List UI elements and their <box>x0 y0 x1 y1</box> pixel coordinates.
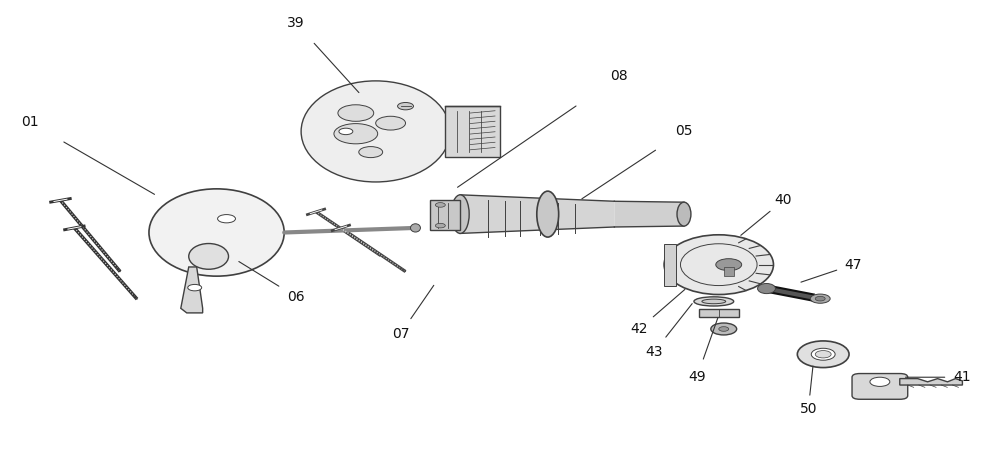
Ellipse shape <box>451 195 469 233</box>
Polygon shape <box>614 201 684 227</box>
Circle shape <box>376 116 406 130</box>
Circle shape <box>810 294 830 303</box>
Polygon shape <box>181 267 203 313</box>
Circle shape <box>719 327 729 331</box>
Circle shape <box>716 259 742 271</box>
Ellipse shape <box>797 341 849 367</box>
Circle shape <box>359 146 383 158</box>
Circle shape <box>435 223 445 228</box>
FancyBboxPatch shape <box>852 373 908 399</box>
Text: 06: 06 <box>287 290 305 304</box>
Ellipse shape <box>537 191 559 237</box>
Text: 49: 49 <box>688 370 706 384</box>
Text: 50: 50 <box>800 402 817 416</box>
Circle shape <box>435 203 445 207</box>
Circle shape <box>218 214 235 223</box>
Circle shape <box>334 124 378 144</box>
Ellipse shape <box>664 235 773 294</box>
Bar <box>430 200 460 230</box>
Ellipse shape <box>301 81 450 182</box>
Bar <box>445 106 500 157</box>
Circle shape <box>339 128 353 135</box>
Ellipse shape <box>149 189 284 276</box>
Text: 01: 01 <box>21 115 38 129</box>
Ellipse shape <box>702 299 726 304</box>
Circle shape <box>338 105 374 121</box>
Text: 39: 39 <box>287 16 305 30</box>
Ellipse shape <box>758 284 775 293</box>
Bar <box>699 309 739 318</box>
Circle shape <box>815 296 825 301</box>
Ellipse shape <box>411 224 420 232</box>
Polygon shape <box>724 267 734 276</box>
Text: 41: 41 <box>954 370 971 384</box>
Text: 08: 08 <box>611 69 628 83</box>
Text: 42: 42 <box>630 322 648 336</box>
Polygon shape <box>900 379 962 385</box>
Polygon shape <box>664 244 676 286</box>
Text: 47: 47 <box>844 258 862 272</box>
Polygon shape <box>460 195 614 233</box>
Text: 40: 40 <box>775 193 792 207</box>
Circle shape <box>870 377 890 386</box>
Text: 43: 43 <box>645 345 663 359</box>
Circle shape <box>815 351 831 358</box>
Text: 07: 07 <box>392 326 409 340</box>
Circle shape <box>188 285 202 291</box>
Circle shape <box>398 102 413 110</box>
Ellipse shape <box>694 297 734 306</box>
Ellipse shape <box>677 202 691 226</box>
Ellipse shape <box>811 348 835 360</box>
Text: 05: 05 <box>675 125 693 139</box>
Circle shape <box>711 323 737 335</box>
Ellipse shape <box>189 244 229 269</box>
